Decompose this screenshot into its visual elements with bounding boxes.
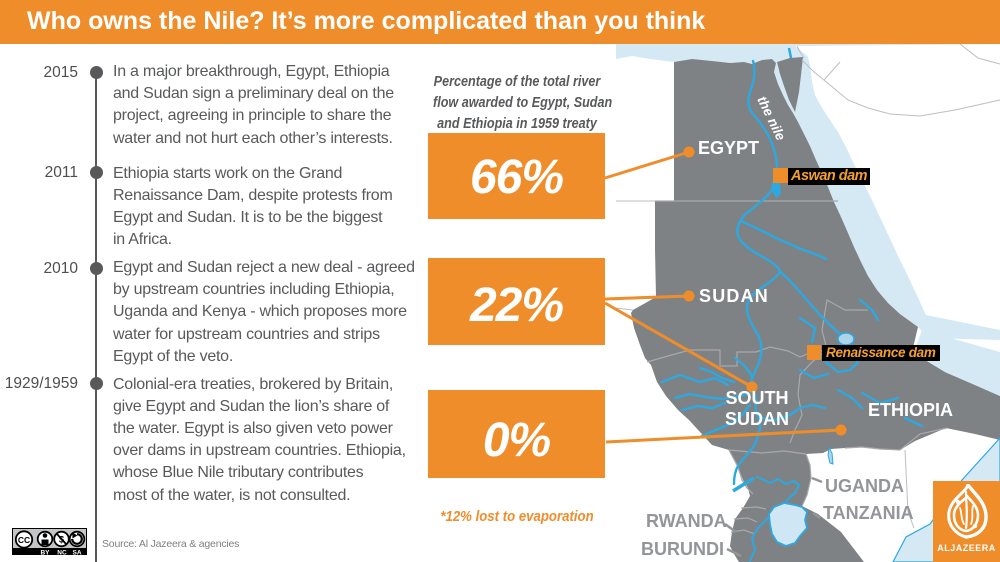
svg-text:CC: CC (18, 535, 30, 545)
svg-text:SA: SA (72, 549, 81, 555)
svg-text:BY: BY (40, 549, 50, 555)
svg-text:NC: NC (57, 549, 67, 555)
